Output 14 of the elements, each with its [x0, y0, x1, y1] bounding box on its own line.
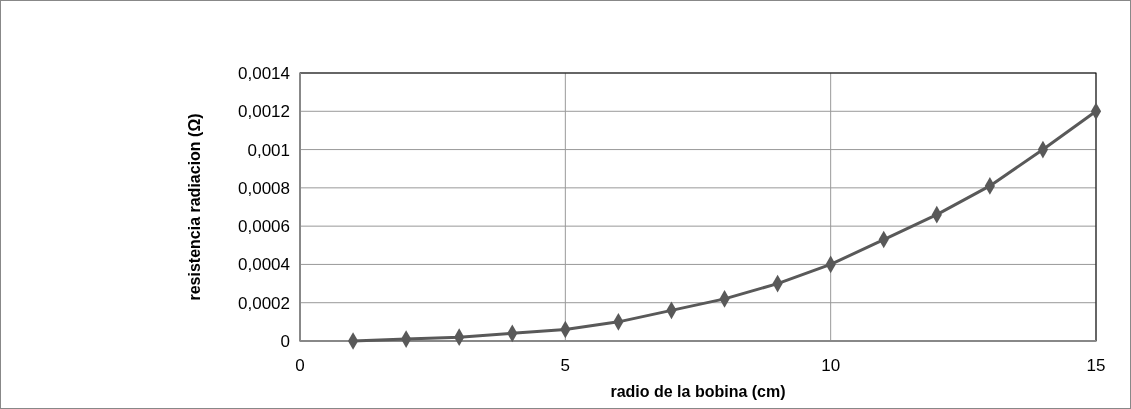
y-tick-label: 0,001 — [247, 140, 290, 160]
x-axis-title: radio de la bobina (cm) — [610, 383, 786, 400]
y-tick-label: 0,0006 — [238, 217, 290, 237]
y-tick-label: 0,0008 — [238, 178, 290, 198]
x-tick-label: 15 — [1086, 356, 1106, 375]
y-tick-label: 0 — [280, 331, 290, 351]
x-tick-label: 0 — [295, 356, 305, 375]
x-tick-label: 10 — [821, 356, 841, 375]
x-tick-label: 5 — [560, 356, 571, 375]
y-tick-label: 0,0004 — [238, 255, 290, 275]
y-tick-label: 0,0012 — [238, 102, 290, 122]
y-axis-title: resistencia radiacion (Ω) — [186, 113, 203, 301]
y-tick-label: 0,0014 — [238, 63, 290, 83]
y-tick-label: 0,0002 — [238, 293, 290, 313]
